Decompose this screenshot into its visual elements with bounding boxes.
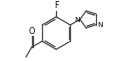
Text: N: N	[97, 22, 102, 28]
Text: N: N	[74, 17, 79, 23]
Text: O: O	[29, 27, 35, 36]
Text: F: F	[54, 1, 58, 10]
